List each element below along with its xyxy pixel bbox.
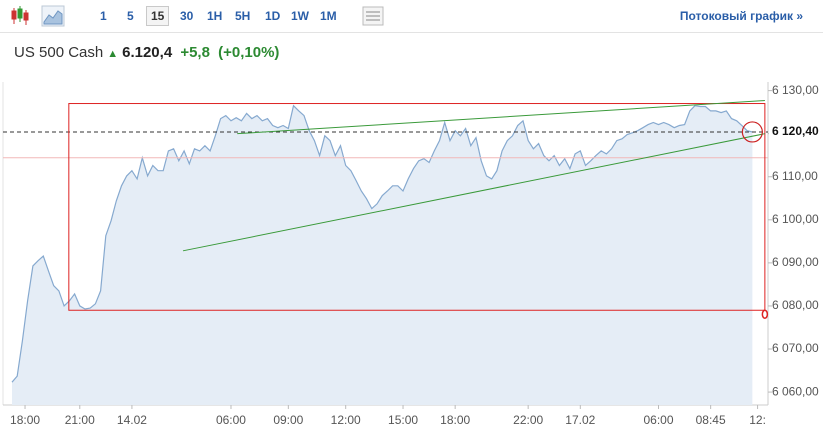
timeframe-button[interactable]: 15 bbox=[146, 6, 170, 26]
trend-line bbox=[237, 100, 765, 135]
y-tick-label: 6 110,00 bbox=[772, 169, 818, 183]
timeframe-button[interactable]: 1M bbox=[320, 9, 337, 23]
x-tick-label: 17.02 bbox=[565, 413, 595, 427]
x-tick-label: 06:00 bbox=[643, 413, 673, 427]
x-tick-label: 12: bbox=[749, 413, 766, 427]
timeframe-button[interactable]: 1W bbox=[291, 9, 309, 23]
timeframe-button[interactable]: 5 bbox=[127, 9, 134, 23]
x-tick-label: 18:00 bbox=[10, 413, 40, 427]
change-percent: (+0,10%) bbox=[218, 44, 280, 61]
area-fill bbox=[12, 105, 753, 405]
x-tick-label: 09:00 bbox=[273, 413, 303, 427]
streaming-chart-link[interactable]: Потоковый график » bbox=[679, 9, 803, 23]
x-tick-label: 12:00 bbox=[331, 413, 361, 427]
timeframe-button[interactable]: 1H bbox=[207, 9, 223, 23]
x-tick-label: 21:00 bbox=[65, 413, 95, 427]
table-icon[interactable] bbox=[362, 6, 384, 26]
price: 6.120,4 bbox=[122, 44, 173, 61]
x-tick-label: 08:45 bbox=[696, 413, 726, 427]
price-line bbox=[11, 104, 753, 383]
y-tick-label: 6 130,00 bbox=[772, 83, 819, 97]
y-tick-label: 6 070,00 bbox=[772, 341, 819, 355]
up-arrow: ▲ bbox=[107, 48, 119, 60]
timeframe-button[interactable]: 1 bbox=[100, 9, 107, 23]
instrument-header: US 500 Cash ▲ 6.120,4 +5,8 (+0,10%) bbox=[14, 44, 283, 61]
y-tick-label: 6 090,00 bbox=[772, 255, 819, 269]
area-chart-icon[interactable] bbox=[41, 5, 65, 27]
x-tick-label: 18:00 bbox=[440, 413, 470, 427]
y-tick-label: 6 100,00 bbox=[772, 212, 819, 226]
rectangle-handle bbox=[761, 309, 769, 320]
trend-line bbox=[182, 133, 765, 252]
chart-type-icons bbox=[11, 5, 65, 27]
instrument-name: US 500 Cash bbox=[14, 44, 104, 61]
last-price-label: 6 120,40 bbox=[772, 124, 819, 138]
drawn-rectangle bbox=[68, 103, 766, 311]
y-tick-label: 6 060,00 bbox=[772, 384, 819, 398]
x-tick-label: 14.02 bbox=[117, 413, 147, 427]
last-point-marker bbox=[741, 121, 763, 143]
timeframe-button[interactable]: 5H bbox=[235, 9, 251, 23]
x-tick-label: 22:00 bbox=[513, 413, 543, 427]
timeframe-button[interactable]: 30 bbox=[180, 9, 194, 23]
candlestick-icon[interactable] bbox=[11, 6, 29, 25]
toolbar: 1 5 15 30 1H 5H 1D 1W 1M Потоковый график » bbox=[0, 0, 823, 33]
change: +5,8 bbox=[180, 44, 210, 61]
timeframe-button[interactable]: 1D bbox=[265, 9, 281, 23]
y-tick-label: 6 080,00 bbox=[772, 298, 819, 312]
last-price-box bbox=[769, 123, 821, 140]
x-tick-label: 06:00 bbox=[216, 413, 246, 427]
x-tick-label: 15:00 bbox=[388, 413, 418, 427]
